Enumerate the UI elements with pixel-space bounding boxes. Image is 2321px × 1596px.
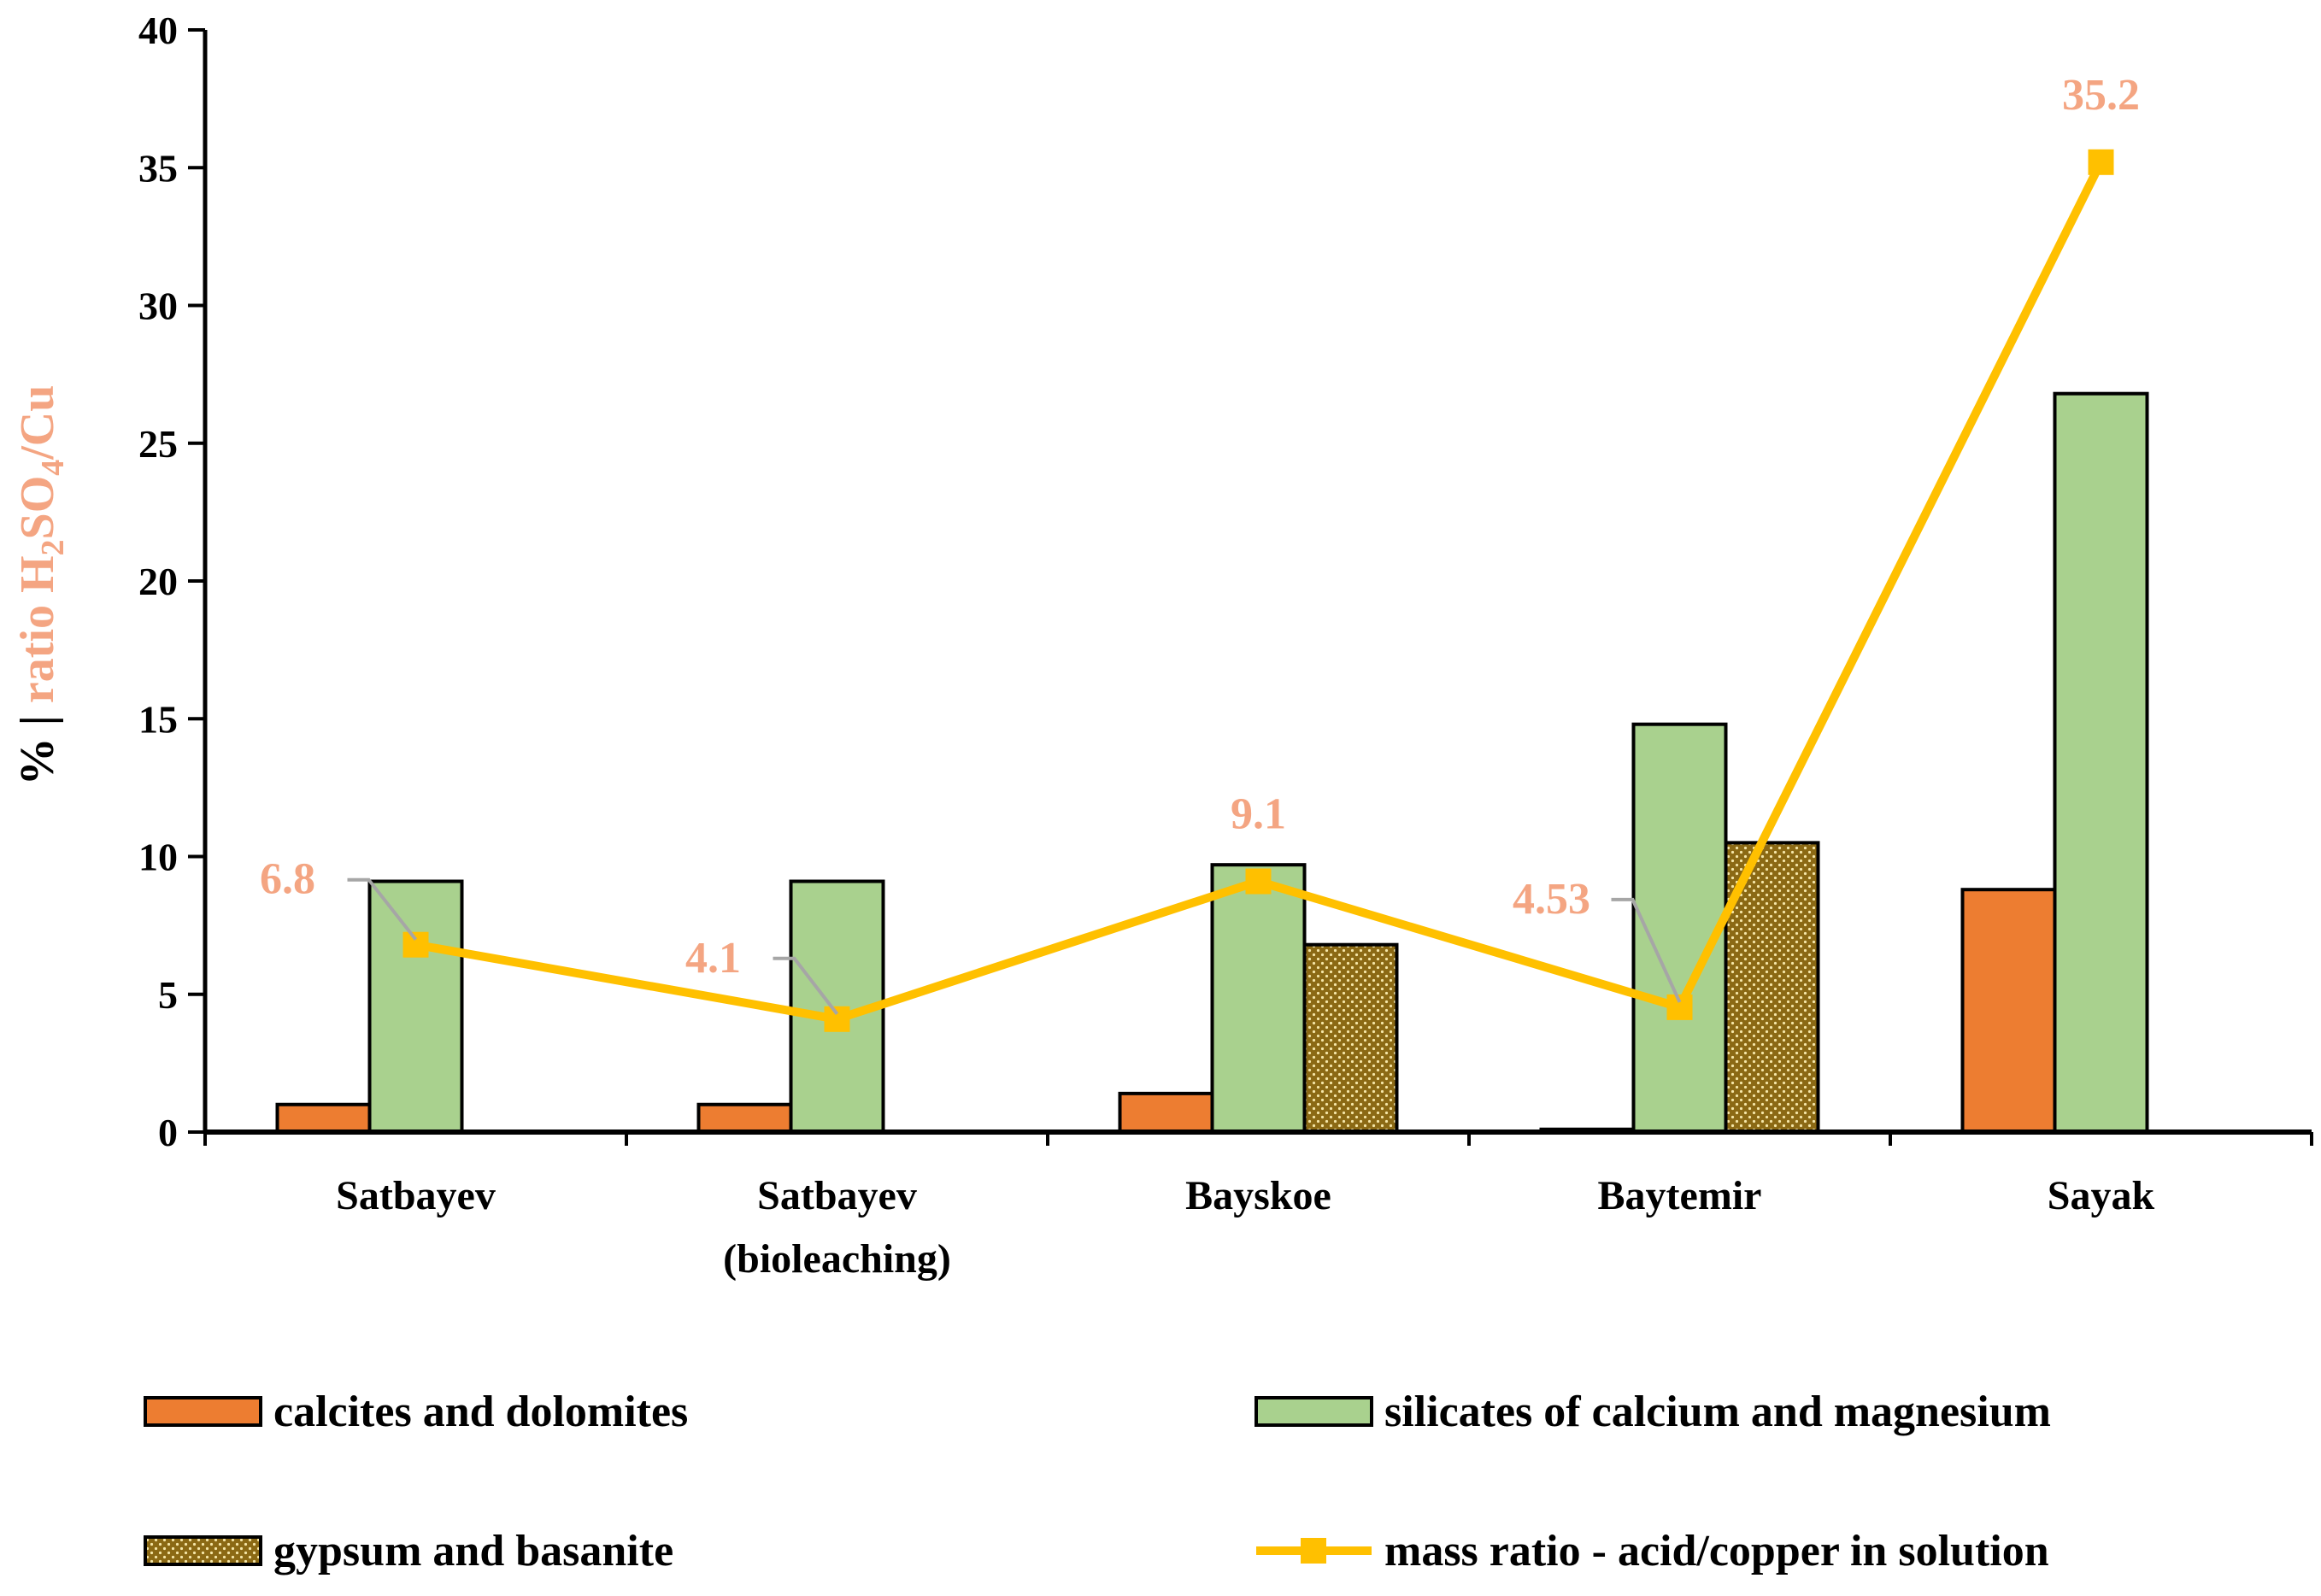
y-tick-label: 10 — [138, 836, 178, 879]
ylabel-sub2: 2 — [35, 539, 71, 555]
y-tick-label: 35 — [138, 146, 178, 190]
bar-calcites — [1960, 888, 2057, 1134]
legend-swatch-calcites — [144, 1396, 262, 1427]
data-label: 35.2 — [2062, 71, 2140, 120]
bar-silicates — [2053, 391, 2149, 1134]
legend-label-silicates: silicates of calcium and magnesium — [1384, 1388, 2051, 1436]
ratio-marker — [2088, 149, 2114, 175]
x-category-label: Bayskoe — [1185, 1173, 1331, 1218]
legend-label-gypsum: gypsum and basanite — [273, 1527, 673, 1575]
legend-label-mass: mass ratio - acid/copper in solution — [1384, 1527, 2049, 1575]
x-category-label: Satbayev — [757, 1173, 917, 1218]
data-label: 6.8 — [260, 855, 315, 904]
y-tick-label: 25 — [138, 422, 178, 466]
data-label: 4.53 — [1513, 875, 1590, 924]
ratio-marker — [403, 931, 429, 958]
legend-swatch-gypsum — [144, 1535, 262, 1566]
legend-swatch-silicates — [1255, 1396, 1373, 1427]
y-tick-label: 0 — [158, 1111, 178, 1154]
ratio-marker — [1245, 868, 1272, 895]
bar-calcites — [1118, 1091, 1214, 1134]
ylabel-cu: /Cu — [11, 385, 64, 461]
x-category-label: (bioleaching) — [723, 1236, 951, 1282]
x-category-label: Satbayev — [336, 1173, 496, 1218]
y-tick-label: 40 — [138, 9, 178, 52]
data-label-leader — [1611, 897, 1682, 1003]
data-label: 4.1 — [685, 934, 741, 983]
x-category-label: Sayak — [2048, 1173, 2155, 1218]
bar-calcites — [275, 1102, 372, 1134]
y-axis-label: % | ratio H2SO4/Cu — [11, 385, 71, 786]
bar-gypsum — [1302, 942, 1399, 1134]
y-tick-label: 30 — [138, 285, 178, 328]
bar-silicates — [1210, 863, 1307, 1134]
bar-gypsum — [1724, 841, 1820, 1134]
legend-marker-mass — [1301, 1538, 1326, 1564]
y-tick-label: 5 — [158, 973, 178, 1017]
ratio-marker — [824, 1006, 850, 1032]
y-tick-label: 15 — [138, 697, 178, 741]
bar-silicates — [367, 879, 464, 1135]
data-label-leader — [347, 877, 418, 941]
y-tick-label: 20 — [138, 560, 178, 603]
ylabel-prefix: % | — [11, 703, 64, 785]
data-label: 9.1 — [1231, 790, 1286, 839]
data-label-leader — [773, 956, 839, 1015]
ylabel-sub4: 4 — [35, 460, 71, 476]
bar-calcites — [696, 1102, 793, 1134]
legend-label-calcites: calcites and dolomites — [273, 1388, 688, 1436]
ylabel-so: SO — [11, 476, 64, 540]
ylabel-ratio: ratio H — [11, 555, 64, 703]
x-category-label: Baytemir — [1598, 1173, 1762, 1218]
